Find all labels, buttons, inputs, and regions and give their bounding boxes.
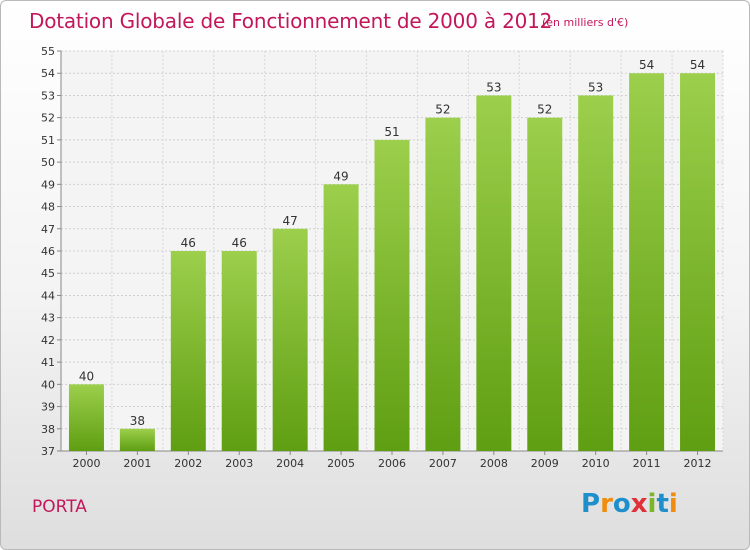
bar (527, 117, 563, 452)
y-tick-label: 51 (41, 134, 55, 147)
data-label: 40 (79, 369, 94, 383)
x-tick-label: 2003 (225, 457, 253, 470)
bar (374, 139, 410, 451)
y-tick-label: 43 (41, 312, 55, 325)
bar (119, 428, 155, 451)
data-label: 54 (690, 58, 705, 72)
commune-name: PORTA (32, 497, 87, 517)
bar (578, 95, 614, 451)
y-tick-label: 49 (41, 178, 55, 191)
y-tick-label: 39 (41, 401, 55, 414)
logo-letter: r (600, 489, 613, 519)
data-label: 53 (486, 80, 501, 94)
logo-letter: i (668, 489, 678, 519)
y-tick-label: 53 (41, 89, 55, 102)
proxiti-logo[interactable]: Proxiti (581, 489, 678, 519)
x-tick-label: 2008 (480, 457, 508, 470)
x-tick-label: 2011 (633, 457, 661, 470)
x-tick-label: 2010 (582, 457, 610, 470)
bar (629, 73, 665, 451)
bars (68, 73, 716, 452)
bar (221, 251, 257, 451)
x-tick-label: 2009 (531, 457, 559, 470)
y-tick-label: 38 (41, 423, 55, 436)
y-tick-label: 55 (41, 45, 55, 58)
x-tick-label: 2005 (327, 457, 355, 470)
y-tick-label: 46 (41, 245, 55, 258)
y-tick-label: 52 (41, 112, 55, 125)
y-tick-label: 42 (41, 334, 55, 347)
bar (425, 117, 461, 452)
bar (272, 228, 308, 451)
chart-unit: (en milliers d'€) (542, 16, 629, 29)
logo-letter: t (656, 489, 669, 519)
labels: 37 38 39 40 41 42 43 44 45 46 47 48 49 50 51 52 53 54 55 40… (41, 45, 712, 470)
x-tick-label: 2006 (378, 457, 406, 470)
y-tick-label: 41 (41, 356, 55, 369)
logo-letter: o (612, 489, 631, 519)
y-tick-label: 37 (41, 445, 55, 458)
x-tick-label: 2007 (429, 457, 457, 470)
x-tick-label: 2012 (684, 457, 712, 470)
data-label: 52 (537, 103, 552, 117)
y-tick-label: 54 (41, 67, 55, 80)
data-label: 49 (333, 169, 348, 183)
data-label: 53 (588, 80, 603, 94)
bar (68, 384, 104, 451)
y-tick-label: 45 (41, 267, 55, 280)
x-tick-label: 2001 (123, 457, 151, 470)
logo-letter: i (647, 489, 657, 519)
bar (323, 184, 359, 452)
y-tick-label: 50 (41, 156, 55, 169)
data-label: 47 (283, 214, 298, 228)
logo-letter: x (630, 489, 648, 519)
data-label: 51 (384, 125, 399, 139)
logo-letter: P (581, 489, 601, 519)
data-label: 38 (130, 414, 145, 428)
data-label: 52 (435, 103, 450, 117)
y-tick-label: 40 (41, 378, 55, 391)
data-label: 54 (639, 58, 654, 72)
y-tick-label: 44 (41, 289, 55, 302)
data-label: 46 (181, 236, 196, 250)
data-label: 46 (232, 236, 247, 250)
bar (476, 95, 512, 451)
x-tick-label: 2000 (72, 457, 100, 470)
bar (170, 251, 206, 451)
x-tick-label: 2004 (276, 457, 304, 470)
y-tick-label: 47 (41, 223, 55, 236)
chart-title: Dotation Globale de Fonctionnement de 20… (29, 9, 553, 33)
y-tick-label: 48 (41, 201, 55, 214)
bar (680, 73, 716, 451)
x-tick-label: 2002 (174, 457, 202, 470)
